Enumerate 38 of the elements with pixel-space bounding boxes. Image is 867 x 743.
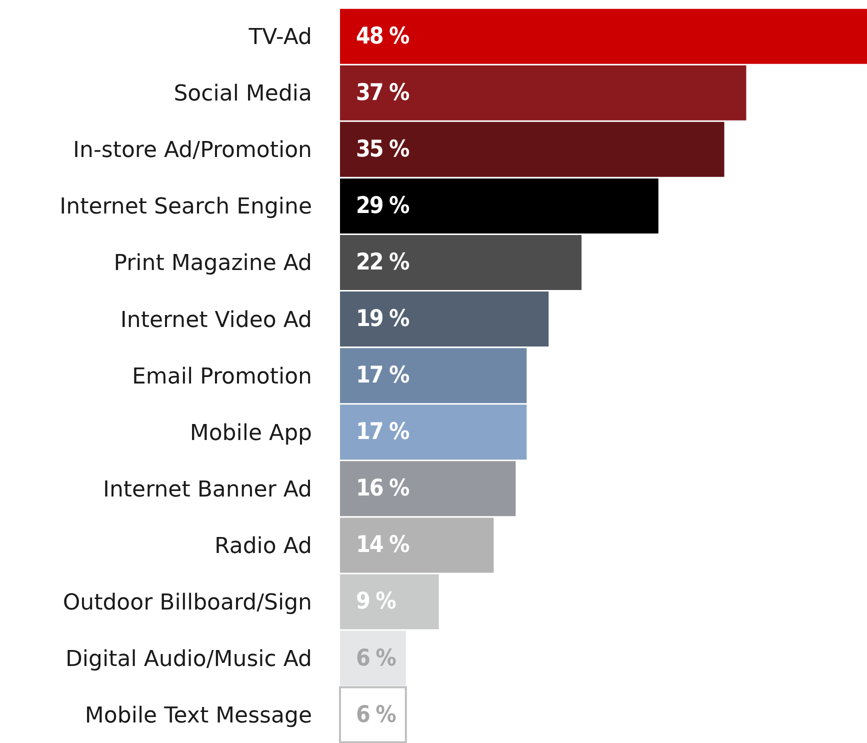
bar [340,461,516,516]
y-tick-label: In-store Ad/Promotion [73,138,312,164]
data-label: 17 % [356,362,410,389]
bar [340,235,582,290]
bar [340,122,724,177]
data-label: 37 % [356,80,410,106]
bar [339,686,407,743]
data-label: 6 % [356,702,397,728]
data-label: 14 % [356,532,410,558]
y-tick-label: Email Promotion [132,364,312,390]
y-tick-label: Mobile App [190,420,312,446]
bar [340,518,494,573]
bar [340,292,549,347]
bar [340,178,658,234]
data-label: 35 % [356,136,410,162]
data-label: 6 % [356,645,397,672]
data-label: 48 % [356,23,410,50]
y-tick-label: Internet Video Ad [120,308,312,333]
bar [340,348,527,404]
y-tick-label: Outdoor Billboard/Sign [62,590,312,616]
bar [340,574,439,630]
data-label: 16 % [356,476,410,502]
y-tick-label: Radio Ad [214,534,312,559]
y-tick-label: Mobile Text Message [84,704,312,729]
bar [340,630,406,686]
data-label: 29 % [356,192,410,219]
y-tick-label: Print Magazine Ad [114,251,312,276]
y-tick-label: Digital Audio/Music Ad [65,647,312,672]
y-tick-label: Social Media [174,82,312,107]
bar [340,65,746,120]
y-tick-label: Internet Banner Ad [102,477,312,502]
data-label: 17 % [356,419,410,446]
y-tick-label: Internet Search Engine [60,194,312,220]
bar [340,8,867,64]
data-label: 19 % [356,306,410,332]
y-tick-label: TV-Ad [248,25,312,50]
bar [340,404,527,460]
data-label: 22 % [356,250,410,276]
